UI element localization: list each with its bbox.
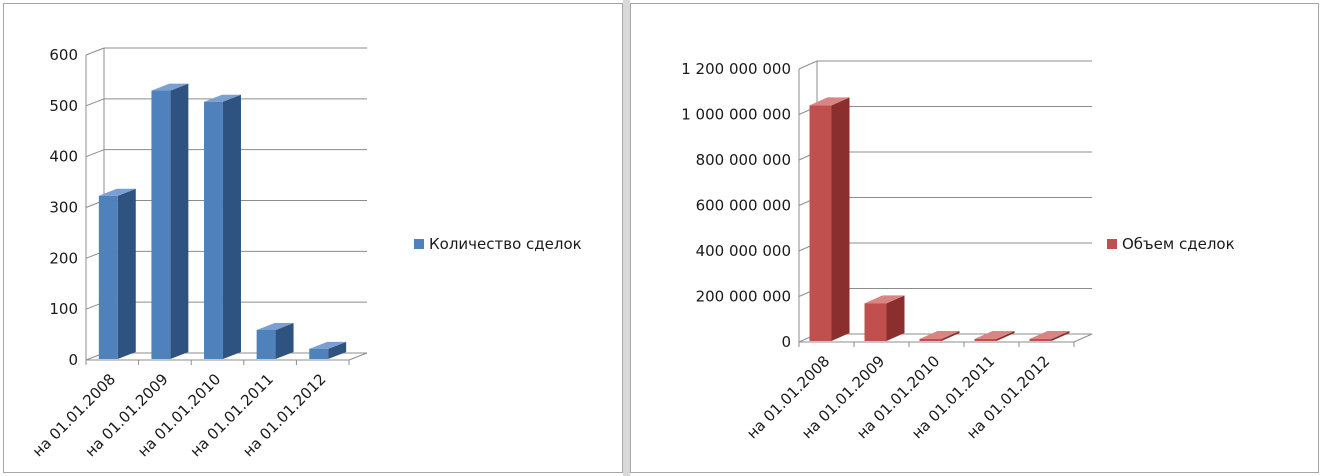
legend-swatch <box>414 239 424 249</box>
bar-side <box>222 94 241 360</box>
bar-front <box>256 330 276 359</box>
y-tick-label: 500 <box>49 97 78 115</box>
bar <box>98 188 136 359</box>
bar-front <box>809 105 832 342</box>
y-tick-label: 1 000 000 000 <box>681 106 791 124</box>
y-tick-label: 400 <box>49 148 78 166</box>
legend-label: Количество сделок <box>429 235 582 253</box>
legend: Количество сделок <box>414 235 582 253</box>
y-tick-label: 1 200 000 000 <box>681 60 791 78</box>
bar-top <box>919 331 960 339</box>
panel-divider <box>623 0 630 476</box>
y-tick-label: 600 <box>49 46 78 64</box>
gridline-side <box>85 47 105 56</box>
bar <box>151 83 189 359</box>
chart-panel-deal-volume: 0 200 000 000 400 000 000 600 000 000 800 00… <box>630 3 1319 473</box>
bar <box>309 341 347 359</box>
chart-panel-deal-count: 0 100 200 300 400 500 600 на 01.01.2008 на 01.01… <box>3 3 623 473</box>
bar <box>809 97 850 342</box>
gridline-side <box>85 149 105 158</box>
gridline-side <box>85 98 105 107</box>
bar-top <box>864 295 905 304</box>
bar-front <box>1029 339 1052 341</box>
y-tick-label: 800 000 000 <box>696 151 791 169</box>
legend-swatch <box>1107 239 1117 249</box>
bar-side <box>170 83 189 359</box>
bar-side <box>117 188 136 359</box>
bar-top <box>1029 331 1070 339</box>
deal-volume-chart: 0 200 000 000 400 000 000 600 000 000 800 00… <box>681 60 1235 442</box>
bar-front <box>151 90 171 359</box>
y-tick-label: 400 000 000 <box>696 242 791 260</box>
bar-front <box>98 195 118 359</box>
bar-top <box>151 83 189 91</box>
bar-top <box>809 97 850 106</box>
bar <box>974 331 1015 341</box>
bar <box>256 323 294 359</box>
y-tick-label: 300 <box>49 199 78 217</box>
bar-front <box>204 101 223 360</box>
bar <box>1029 331 1070 341</box>
legend: Объем сделок <box>1107 235 1235 253</box>
bar-side <box>941 331 960 341</box>
chart-floor <box>85 352 368 361</box>
y-tick-label: 0 <box>68 351 78 369</box>
y-tick-label: 200 <box>49 249 78 267</box>
bar-side <box>1051 331 1070 341</box>
bar-front <box>309 348 329 359</box>
y-tick-label: 100 <box>49 300 78 318</box>
y-tick-label: 200 000 000 <box>696 288 791 306</box>
bar-top <box>204 94 241 102</box>
bar-top <box>974 331 1015 339</box>
bar-side <box>996 331 1015 341</box>
bar-top <box>256 323 294 331</box>
y-tick-label: 600 000 000 <box>696 197 791 215</box>
bar-top <box>309 341 347 349</box>
y-tick-label: 0 <box>781 333 791 351</box>
bar-front <box>864 303 887 341</box>
bar-top <box>98 188 136 196</box>
bar-front <box>919 339 942 341</box>
bar-side <box>831 97 850 342</box>
bar <box>919 331 960 341</box>
gridline-side <box>798 60 818 70</box>
legend-label: Объем сделок <box>1122 235 1235 253</box>
bar-front <box>974 339 997 341</box>
bar-side <box>275 323 294 359</box>
bar <box>204 94 241 360</box>
bar <box>864 295 905 341</box>
bar-side <box>328 341 347 359</box>
bar-side <box>886 295 905 341</box>
